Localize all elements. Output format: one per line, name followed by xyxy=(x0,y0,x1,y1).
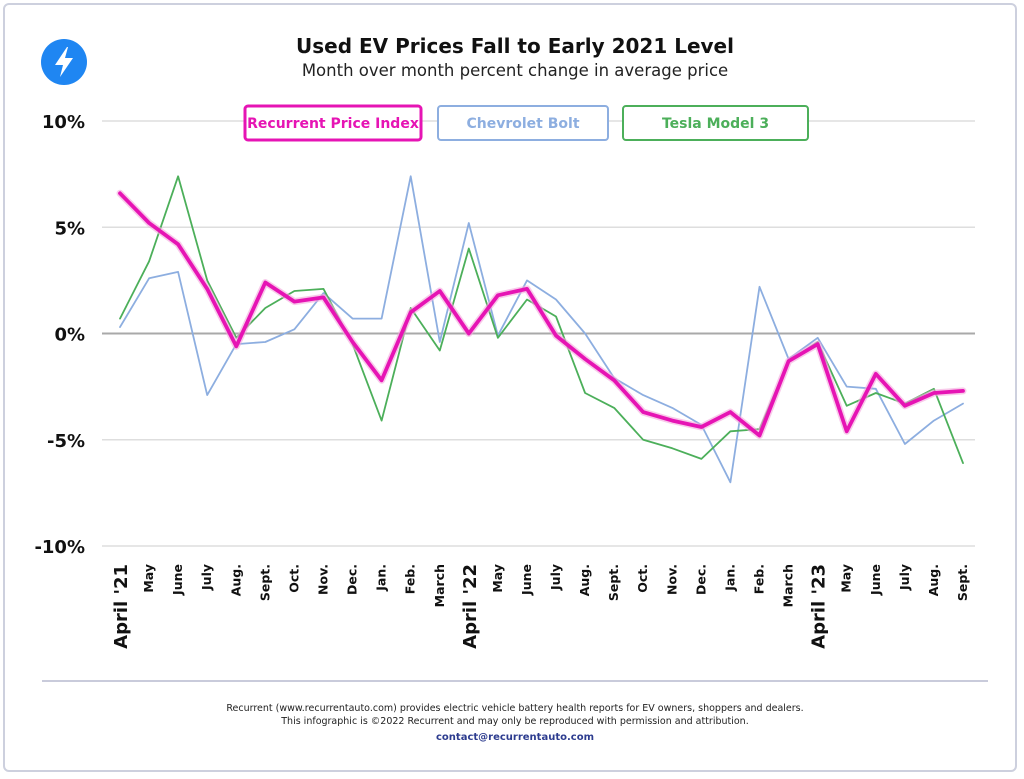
legend-label: Tesla Model 3 xyxy=(662,116,769,132)
x-tick-label: Aug. xyxy=(926,564,941,596)
legend-label: Chevrolet Bolt xyxy=(466,116,579,132)
y-tick-label: -10% xyxy=(34,537,85,558)
legend-box xyxy=(243,104,423,142)
recurrent-price-index-line xyxy=(118,191,965,438)
legend-label: Recurrent Price Index xyxy=(247,116,419,132)
x-tick-label: July xyxy=(199,564,214,591)
x-tick-label: July xyxy=(548,564,563,591)
x-tick-label: July xyxy=(897,564,912,591)
y-tick-label: 5% xyxy=(54,218,85,239)
legend-box xyxy=(622,105,809,141)
x-tick-label: April '23 xyxy=(809,564,830,649)
x-tick-label: Jan. xyxy=(374,564,389,592)
x-tick-label: Dec. xyxy=(693,564,708,595)
chart-title: Used EV Prices Fall to Early 2021 Level xyxy=(296,34,734,58)
x-tick-label: May xyxy=(839,564,854,593)
x-tick-label: Oct. xyxy=(635,564,650,593)
x-tick-label: Feb. xyxy=(752,564,767,594)
y-tick-label: 0% xyxy=(54,325,85,346)
x-tick-label: Feb. xyxy=(403,564,418,594)
x-tick-label: Aug. xyxy=(577,564,592,596)
x-tick-label: April '21 xyxy=(111,564,132,649)
x-tick-label: Sept. xyxy=(955,564,970,601)
x-tick-label: Nov. xyxy=(664,564,679,595)
chevrolet-bolt-line xyxy=(119,175,964,484)
x-tick-label: Dec. xyxy=(345,564,360,595)
x-tick-label: May xyxy=(141,564,156,593)
x-tick-label: March xyxy=(781,564,796,607)
footer-divider xyxy=(42,680,988,682)
chart-subtitle: Month over month percent change in avera… xyxy=(301,61,729,80)
footer-line-2: This infographic is ©2022 Recurrent and … xyxy=(281,716,749,727)
footer-line-1: Recurrent (www.recurrentauto.com) provid… xyxy=(226,703,804,714)
y-tick-label: -5% xyxy=(47,431,85,452)
contact-email-link[interactable]: contact@recurrentauto.com xyxy=(436,732,594,743)
x-tick-label: March xyxy=(432,564,447,607)
x-tick-label: June xyxy=(519,564,534,596)
x-tick-label: June xyxy=(170,564,185,596)
legend-box xyxy=(437,105,609,141)
y-tick-label: 10% xyxy=(42,112,85,133)
x-tick-label: Nov. xyxy=(315,564,330,595)
x-tick-label: Sept. xyxy=(606,564,621,601)
x-tick-label: June xyxy=(868,564,883,596)
lightning-bolt-icon xyxy=(55,47,73,77)
logo xyxy=(41,39,87,85)
x-tick-label: Sept. xyxy=(257,564,272,601)
x-tick-label: April '22 xyxy=(460,564,481,649)
x-tick-label: Oct. xyxy=(286,564,301,593)
x-tick-label: Aug. xyxy=(228,564,243,596)
x-tick-label: Jan. xyxy=(722,564,737,592)
x-tick-label: May xyxy=(490,564,505,593)
